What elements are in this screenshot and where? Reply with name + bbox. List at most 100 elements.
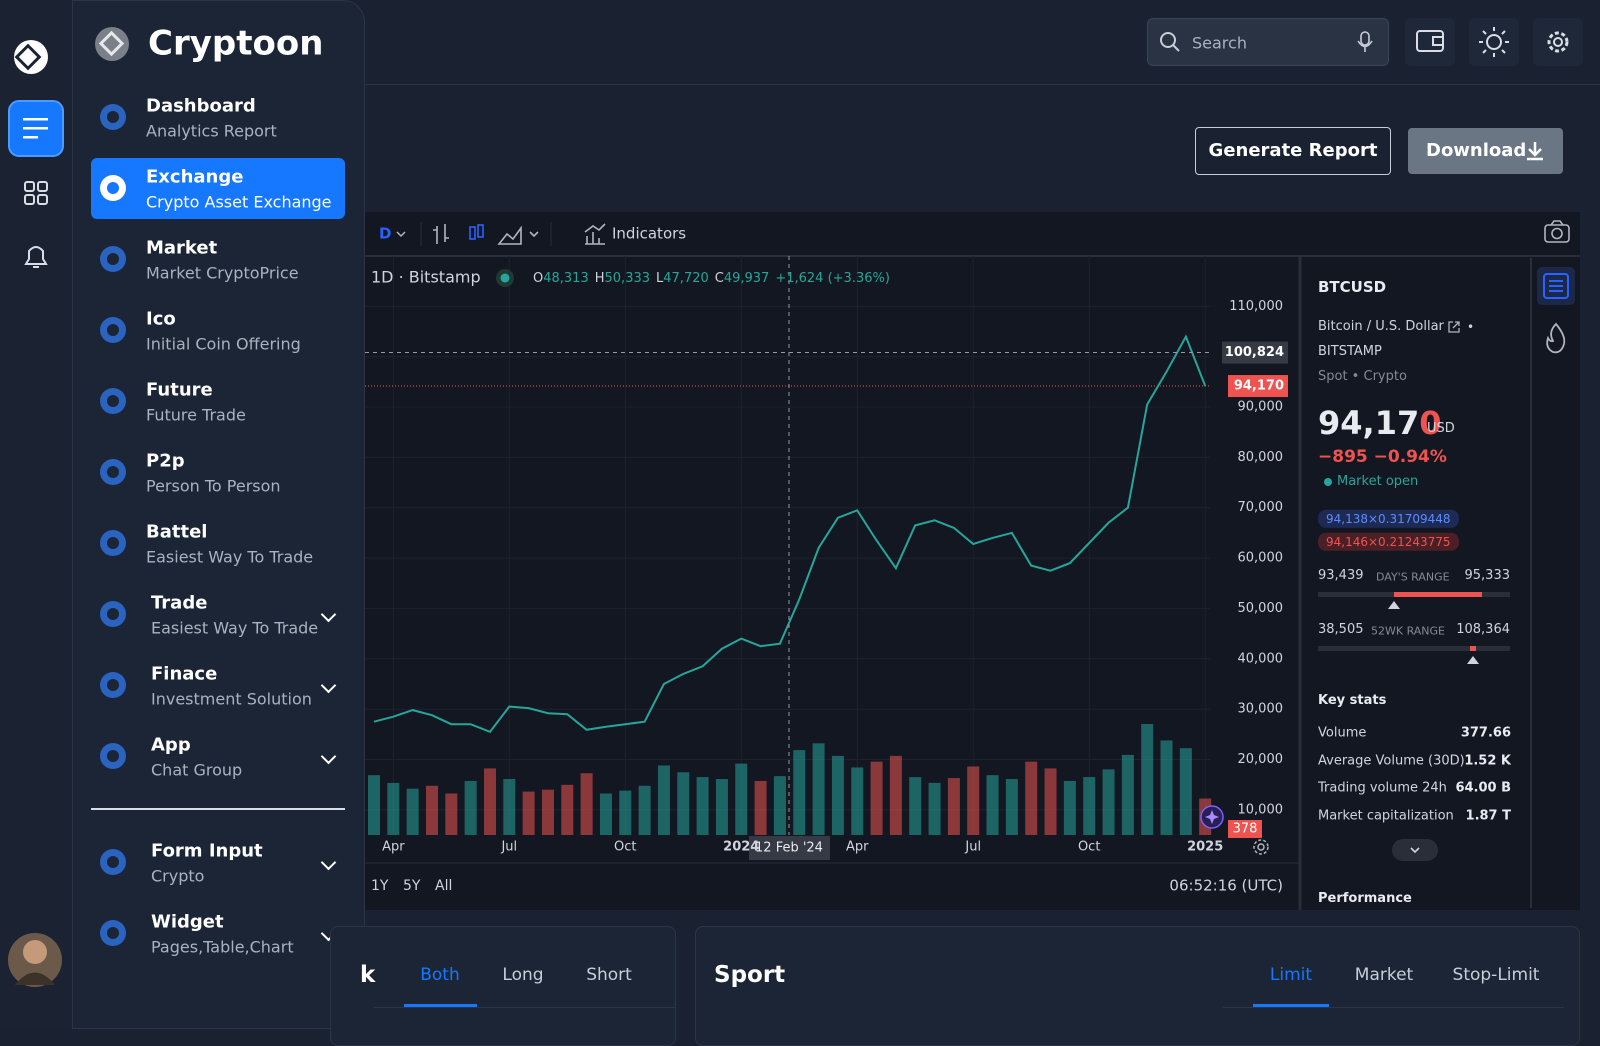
volume-bar xyxy=(870,761,883,835)
tab[interactable]: Both xyxy=(420,965,460,985)
range-button[interactable]: 5Y xyxy=(403,878,421,894)
download-button[interactable] xyxy=(1408,128,1563,174)
range-button[interactable]: 1Y xyxy=(371,878,389,894)
volume-bar xyxy=(638,785,651,835)
logo[interactable] xyxy=(14,40,48,74)
menu-subtitle: Chat Group xyxy=(151,760,243,780)
y-tick-label: 30,000 xyxy=(1238,702,1284,717)
volume-bar xyxy=(793,750,806,835)
menu-icon-inner xyxy=(107,927,119,939)
menu-icon-inner xyxy=(107,679,119,691)
panel-icon-column xyxy=(1530,258,1580,908)
range-button[interactable]: All xyxy=(435,878,452,894)
mic-icon[interactable] xyxy=(1355,30,1375,54)
menu-title: App xyxy=(151,734,191,756)
generate-report-label: Generate Report xyxy=(1208,140,1378,162)
generate-report-button[interactable] xyxy=(1195,127,1391,175)
interval-button[interactable]: D xyxy=(379,225,391,243)
volume-bar xyxy=(425,785,438,835)
tab-rule xyxy=(373,1007,676,1008)
ohlc-legend: O48,313 H50,333 L47,720 C49,937 +1,624 (+3.3… xyxy=(533,271,890,286)
tab[interactable]: Market xyxy=(1354,965,1414,985)
settings-button[interactable] xyxy=(1533,18,1583,66)
external-link-icon[interactable] xyxy=(1447,320,1461,334)
search-icon xyxy=(1160,32,1180,52)
last-price-box xyxy=(1228,375,1288,398)
volume-bar xyxy=(986,775,999,835)
y-tick-label: 80,000 xyxy=(1238,450,1284,465)
clock: 06:52:16 (UTC) xyxy=(1169,877,1283,895)
volume-bar xyxy=(387,782,400,835)
ohlc-value: 47,720 xyxy=(663,271,709,286)
price: 94,170 xyxy=(1318,404,1441,442)
menu-item-active[interactable] xyxy=(91,158,345,219)
volume-bar xyxy=(1141,724,1154,835)
hotlist-button[interactable] xyxy=(1546,322,1566,354)
volume-bar xyxy=(1005,779,1018,835)
menu-icon-inner xyxy=(107,750,119,762)
currency: USD xyxy=(1427,421,1455,437)
performance-title: Performance xyxy=(1318,891,1412,907)
volume-bar xyxy=(619,790,632,835)
ohlc-change: +1,624 (+3.36%) xyxy=(775,271,890,286)
price-last-digit: 0 xyxy=(1419,403,1442,442)
day-high: 95,333 xyxy=(1464,568,1511,584)
scale-settings-icon[interactable] xyxy=(1253,839,1269,855)
ohlc-value: 49,937 xyxy=(724,271,770,286)
separator: • xyxy=(1467,319,1475,334)
theme-button[interactable] xyxy=(1469,18,1519,66)
tab[interactable]: Long xyxy=(502,965,544,985)
volume-bar xyxy=(1063,780,1076,835)
ohlc-key: C xyxy=(715,271,724,286)
toolbar-icons[interactable] xyxy=(433,224,539,245)
menu-subtitle: Person To Person xyxy=(146,476,281,496)
indicators-button[interactable]: Indicators xyxy=(612,225,686,243)
stat-value: 1.87 T xyxy=(1465,808,1511,823)
menu-title: P2p xyxy=(146,450,185,472)
x-tick-label: Oct xyxy=(1078,840,1100,855)
menu-title: Market xyxy=(146,237,218,259)
volume-bar xyxy=(677,772,690,835)
y-tick-label: 70,000 xyxy=(1238,500,1284,515)
y-tick-label: 60,000 xyxy=(1238,551,1284,566)
volume-bar xyxy=(831,755,844,835)
tab[interactable]: Stop-Limit xyxy=(1452,965,1540,985)
change-pct: −0.94% xyxy=(1373,446,1447,467)
volume-bar xyxy=(483,768,496,835)
camera-icon[interactable] xyxy=(1544,220,1570,243)
expand-button[interactable] xyxy=(1392,839,1438,861)
tab[interactable]: Short xyxy=(586,965,632,985)
volume-bar xyxy=(406,788,419,835)
y-tick-label: 90,000 xyxy=(1238,400,1284,415)
symbol-name: Bitcoin / U.S. Dollar xyxy=(1318,319,1444,335)
spot-panel xyxy=(695,926,1580,1046)
ohlc-key: L xyxy=(656,271,664,286)
search-box[interactable] xyxy=(1147,18,1389,66)
wallet-button[interactable] xyxy=(1405,18,1455,66)
menu-subtitle: Investment Solution xyxy=(151,689,312,709)
menu-icon-inner xyxy=(107,537,119,549)
spot-panel-title: Sport xyxy=(714,962,786,989)
y-tick-label: 50,000 xyxy=(1238,601,1284,616)
volume-value-label: 378 xyxy=(1233,822,1258,837)
wk-range-fill xyxy=(1470,646,1476,651)
menu-subtitle: Pages,Table,Chart xyxy=(151,937,294,957)
search-placeholder: Search xyxy=(1192,33,1247,53)
grid-icon[interactable] xyxy=(24,181,48,205)
menu-subtitle: Easiest Way To Trade xyxy=(146,547,314,567)
day-low: 93,439 xyxy=(1318,568,1364,584)
volume-bar xyxy=(1160,740,1173,835)
volume-bar xyxy=(1179,748,1192,835)
bell-icon[interactable] xyxy=(24,246,48,268)
x-tick-label: Jul xyxy=(500,840,517,855)
tab[interactable]: Limit xyxy=(1269,965,1313,985)
wk-range-marker xyxy=(1467,656,1479,664)
brand-logo xyxy=(95,27,129,61)
menu-title: Ico xyxy=(146,308,176,330)
menu-icon-inner xyxy=(107,182,119,194)
volume-bar xyxy=(754,780,767,835)
volume-bar xyxy=(657,765,670,835)
y-tick-label: 110,000 xyxy=(1229,299,1283,314)
y-tick-label: 20,000 xyxy=(1238,752,1284,767)
